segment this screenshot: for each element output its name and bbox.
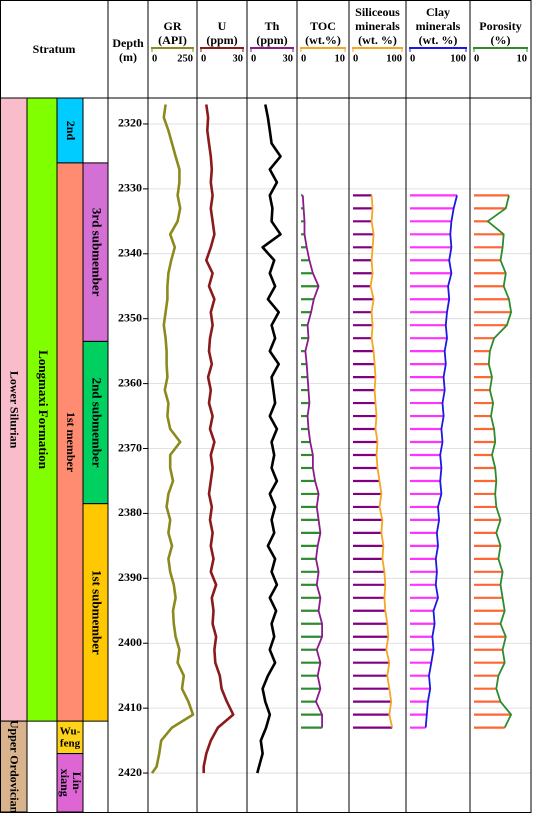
stratum-label-group: 1st submember bbox=[90, 570, 105, 655]
track-header: Porosity (%) bbox=[479, 19, 521, 47]
log-curve bbox=[369, 195, 394, 728]
track-tick-label: 0 bbox=[474, 53, 479, 64]
stratum-label-group: 2nd bbox=[64, 121, 78, 141]
track-tick-label: 30 bbox=[283, 53, 294, 64]
stratum-label-line: feng bbox=[60, 737, 81, 749]
stratum-label-group: Upper Ordovician bbox=[8, 720, 22, 814]
stratum-label-line: 2nd bbox=[64, 121, 78, 141]
depth-header-line: (m) bbox=[119, 50, 137, 64]
stratum-block bbox=[0, 720, 28, 813]
track-header-line: (ppm) bbox=[256, 33, 287, 47]
log-curve bbox=[301, 195, 324, 728]
stratum-label-line: Longmaxi Formation bbox=[36, 350, 51, 470]
stratum-label: Longmaxi Formation bbox=[36, 350, 51, 470]
stratum-label-line: 3rd submember bbox=[90, 208, 105, 297]
depth-tick-label: 2380 bbox=[118, 505, 142, 519]
stratum-label-group: Lin-xiang bbox=[58, 769, 84, 797]
stratum-label-line: Wu- bbox=[60, 725, 81, 737]
track-tick-label: 10 bbox=[335, 53, 346, 64]
track-tick-label: 100 bbox=[386, 53, 402, 64]
track-tick-label: 0 bbox=[410, 53, 415, 64]
stratum-block bbox=[82, 340, 109, 505]
log-curve bbox=[202, 104, 235, 774]
depth-tick-label: 2340 bbox=[118, 246, 142, 260]
track-header-line: (ppm) bbox=[206, 33, 237, 47]
track-tick-label: 0 bbox=[152, 53, 157, 64]
track-tick-label: 250 bbox=[177, 53, 193, 64]
track-tick-label: 100 bbox=[450, 53, 466, 64]
track-tick-label: 0 bbox=[353, 53, 358, 64]
track-tick-label: 0 bbox=[201, 53, 206, 64]
track-tick-label: 30 bbox=[233, 53, 244, 64]
depth-tick-label: 2390 bbox=[118, 570, 142, 584]
depth-tick-label: 2320 bbox=[118, 116, 142, 130]
stratum-label-line: xiang bbox=[58, 769, 72, 797]
stratum-label: Wu-feng bbox=[60, 725, 81, 749]
track-header-line: minerals bbox=[355, 19, 400, 33]
stratum-label-line: Lin- bbox=[70, 772, 84, 794]
track-header-line: Siliceous bbox=[355, 5, 400, 19]
stratum-label-group: 1st member bbox=[64, 412, 78, 473]
stratum-label-group: Longmaxi Formation bbox=[36, 350, 51, 470]
track-header-line: minerals bbox=[416, 19, 461, 33]
track-header-line: Th bbox=[265, 19, 280, 33]
stratum-label: Upper Ordovician bbox=[8, 720, 22, 814]
track-header-line: TOC bbox=[310, 19, 336, 33]
stratum-block bbox=[56, 720, 84, 755]
track-header-line: (API) bbox=[158, 33, 187, 47]
depth-tick-label: 2350 bbox=[118, 310, 142, 324]
track-header: U (ppm) bbox=[206, 19, 237, 47]
track-header: TOC (wt.%) bbox=[305, 19, 341, 47]
stratum-label-line: 2nd submember bbox=[90, 378, 105, 468]
stratum-label-group: Lower Silurian bbox=[8, 371, 22, 449]
stratum-label: 1st member bbox=[64, 412, 78, 473]
depth-tick-label: 2420 bbox=[118, 765, 142, 779]
stratum-block bbox=[82, 503, 109, 722]
log-curve bbox=[424, 195, 458, 728]
depth-header: Depth (m) bbox=[112, 36, 144, 64]
stratum-label-line: Upper Ordovician bbox=[8, 720, 22, 814]
track-tick-label: 0 bbox=[301, 53, 306, 64]
depth-tick-label: 2360 bbox=[118, 375, 142, 389]
track-header: Th (ppm) bbox=[256, 19, 287, 47]
stratum-label-group: 2nd submember bbox=[90, 378, 105, 468]
track-header-line: (wt. %) bbox=[358, 33, 397, 47]
depth-header-line: Depth bbox=[112, 36, 144, 50]
track-header: Siliceous minerals (wt. %) bbox=[355, 5, 400, 47]
log-curve bbox=[486, 195, 513, 728]
depth-tick-label: 2410 bbox=[118, 700, 142, 714]
track-header: Clay minerals (wt. %) bbox=[416, 5, 461, 47]
stratum-header: Stratum bbox=[33, 42, 76, 56]
depth-tick-label: 2330 bbox=[118, 181, 142, 195]
stratum-label: 2nd submember bbox=[90, 378, 105, 468]
track-header-line: GR bbox=[164, 19, 182, 33]
stratum-block bbox=[56, 753, 84, 813]
track-header-line: U bbox=[218, 19, 227, 33]
stratum-label: 3rd submember bbox=[90, 208, 105, 297]
track-header-line: (%) bbox=[491, 33, 511, 47]
log-curve bbox=[256, 104, 282, 774]
track-header-line: (wt.%) bbox=[305, 33, 341, 47]
track-tick-label: 10 bbox=[517, 53, 528, 64]
track-header-line: Porosity bbox=[479, 19, 521, 33]
track-header-line: (wt. %) bbox=[419, 33, 458, 47]
log-curve bbox=[150, 104, 195, 774]
stratum-label: Lin-xiang bbox=[58, 769, 84, 797]
stratum-label: 2nd bbox=[64, 121, 78, 141]
stratum-label-group: 3rd submember bbox=[90, 208, 105, 297]
stratum-label-line: 1st member bbox=[64, 412, 78, 473]
depth-tick-label: 2370 bbox=[118, 440, 142, 454]
track-header-line: Clay bbox=[426, 5, 450, 19]
stratum-label: 1st submember bbox=[90, 570, 105, 655]
track-header: GR (API) bbox=[158, 19, 187, 47]
stratum-label: Lower Silurian bbox=[8, 371, 22, 449]
depth-tick-label: 2400 bbox=[118, 635, 142, 649]
stratum-label-line: 1st submember bbox=[90, 570, 105, 655]
stratum-block bbox=[26, 97, 58, 722]
stratum-label-line: Lower Silurian bbox=[8, 371, 22, 449]
track-tick-label: 0 bbox=[251, 53, 256, 64]
